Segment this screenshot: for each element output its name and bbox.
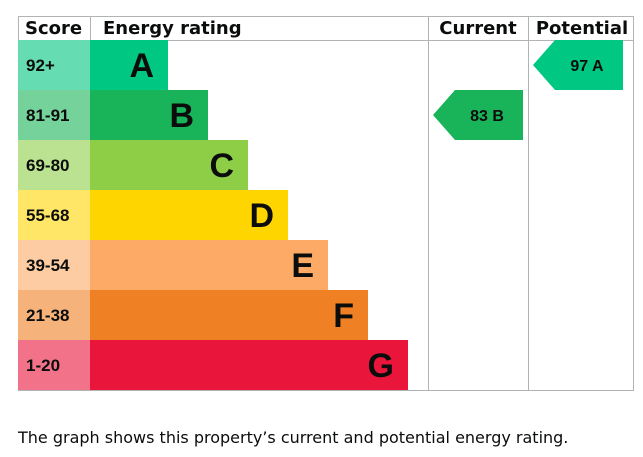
score-cell-c xyxy=(18,140,90,190)
score-range-b: 81-91 xyxy=(26,106,69,125)
band-bar-b xyxy=(90,90,208,140)
band-letter-c: C xyxy=(209,147,234,185)
column-headers: Score Energy rating Current Potential xyxy=(25,18,628,39)
score-range-e: 39-54 xyxy=(26,256,70,275)
band-bar-a xyxy=(90,40,168,90)
band-row-c: 69-80 C xyxy=(18,140,248,190)
band-row-e: 39-54 E xyxy=(18,240,328,290)
band-letter-g: G xyxy=(368,347,394,385)
band-row-a: 92+ A xyxy=(18,40,168,90)
score-range-a: 92+ xyxy=(26,56,55,75)
potential-rating-arrow-label: 97 A xyxy=(570,58,604,75)
band-bar-d xyxy=(90,190,288,240)
band-bar-c xyxy=(90,140,248,190)
rating-arrows: 83 B 97 A xyxy=(433,40,623,140)
score-cell-f xyxy=(18,290,90,340)
band-letter-a: A xyxy=(129,47,154,85)
score-cell-g xyxy=(18,340,90,390)
rating-bands: 92+ A 81-91 B 69-80 C 55-68 D 39-54 E 21-38 F 1-20 G xyxy=(18,40,408,390)
header-energy-rating: Energy rating xyxy=(103,18,242,39)
score-range-d: 55-68 xyxy=(26,206,69,225)
score-range-c: 69-80 xyxy=(26,156,69,175)
band-bar-g xyxy=(90,340,408,390)
score-cell-e xyxy=(18,240,90,290)
band-letter-f: F xyxy=(333,297,354,335)
score-cell-b xyxy=(18,90,90,140)
current-rating-arrow-label: 83 B xyxy=(470,108,504,125)
header-score: Score xyxy=(25,18,82,39)
chart-caption: The graph shows this property’s current … xyxy=(18,428,569,447)
score-range-g: 1-20 xyxy=(26,356,60,375)
band-row-f: 21-38 F xyxy=(18,290,368,340)
score-range-f: 21-38 xyxy=(26,306,69,325)
potential-rating-arrow-shape xyxy=(533,40,623,90)
score-cell-a xyxy=(18,40,90,90)
band-letter-b: B xyxy=(169,97,194,135)
band-letter-e: E xyxy=(291,247,314,285)
header-potential: Potential xyxy=(536,18,628,39)
band-row-g: 1-20 G xyxy=(18,340,408,390)
header-current: Current xyxy=(439,18,517,39)
current-rating-arrow: 83 B xyxy=(433,90,523,140)
score-cell-d xyxy=(18,190,90,240)
band-letter-d: D xyxy=(249,197,274,235)
band-row-d: 55-68 D xyxy=(18,190,288,240)
potential-rating-arrow: 97 A xyxy=(533,40,623,90)
band-row-b: 81-91 B xyxy=(18,90,208,140)
epc-chart: 92+ A81-91 B69-80 C55-68 D39-54 E21-38 F1-20 G … xyxy=(18,16,634,391)
current-rating-arrow-shape xyxy=(433,90,523,140)
band-bar-e xyxy=(90,240,328,290)
band-bar-f xyxy=(90,290,368,340)
